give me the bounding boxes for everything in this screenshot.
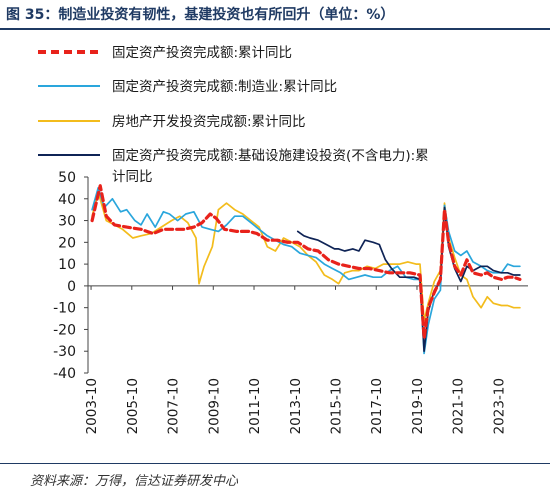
series-line-1 xyxy=(91,187,521,355)
x-tick-label: 2011-10 xyxy=(247,378,263,434)
x-tick-label: 2015-10 xyxy=(329,378,345,434)
x-tick-label: 2017-10 xyxy=(369,378,385,434)
y-tick-label: 40 xyxy=(58,192,76,208)
y-tick-label: 10 xyxy=(58,257,76,273)
x-tick-label: 2023-10 xyxy=(491,378,507,434)
y-tick-label: 0 xyxy=(67,279,76,295)
y-tick-label: -20 xyxy=(53,322,76,338)
legend-label-1: 固定资产投资完成额:制造业:累计同比 xyxy=(112,79,337,95)
legend-label-0: 固定资产投资完成额:累计同比 xyxy=(112,45,292,61)
y-tick-label: -10 xyxy=(53,301,76,317)
x-tick-label: 2007-10 xyxy=(166,378,182,434)
series-line-0 xyxy=(90,184,522,340)
y-tick-label: 30 xyxy=(58,214,76,230)
line-chart: 固定资产投资完成额:累计同比固定资产投资完成额:制造业:累计同比房地产开发投资完… xyxy=(38,45,528,434)
legend-label-2: 房地产开发投资完成额:累计同比 xyxy=(112,114,306,130)
source-rule xyxy=(0,463,550,464)
plot-area: 50 40 30 20 10 0 -10 -20 -30 -40 2003-10 2005-10 200… xyxy=(53,170,528,434)
title-rule xyxy=(0,28,550,30)
x-tick-label: 2019-10 xyxy=(410,378,426,434)
x-tick-label: 2009-10 xyxy=(206,378,222,434)
x-tick-label: 2013-10 xyxy=(288,378,304,434)
source-note: 资料来源：万得，信达证券研发中心 xyxy=(30,474,239,489)
y-tick-label: 20 xyxy=(58,235,76,251)
legend-label-3: 固定资产投资完成额:基础设施建设投资(不含电力):累计同比 xyxy=(112,147,429,185)
x-tick-label: 2005-10 xyxy=(125,378,141,434)
y-tick-label: -40 xyxy=(53,366,76,382)
series-line-3 xyxy=(296,206,521,353)
series-line-2 xyxy=(91,191,521,322)
x-tick-label: 2021-10 xyxy=(451,378,467,434)
figure-title: 图 35：制造业投资有韧性，基建投资也有所回升（单位：%） xyxy=(6,7,395,23)
y-tick-label: 50 xyxy=(58,170,76,186)
y-tick-label: -30 xyxy=(53,344,76,360)
legend: 固定资产投资完成额:累计同比固定资产投资完成额:制造业:累计同比房地产开发投资完… xyxy=(38,45,429,185)
x-tick-label: 2003-10 xyxy=(84,378,100,434)
